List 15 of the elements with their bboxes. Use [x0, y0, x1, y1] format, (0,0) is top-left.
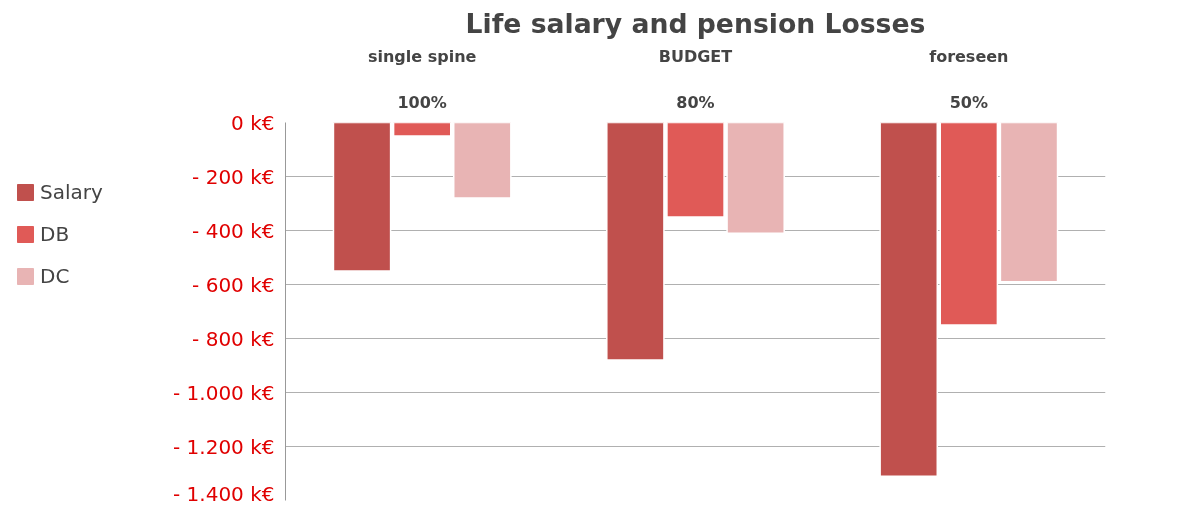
y-tick-label: - 1.000 k€ — [173, 380, 275, 405]
y-tick-label: - 1.400 k€ — [173, 481, 275, 506]
category-label: single spine 100% — [367, 46, 477, 112]
y-tick-label: - 1.200 k€ — [173, 434, 275, 459]
legend-label: Salary — [40, 180, 103, 205]
legend-label: DC — [40, 264, 70, 289]
y-tick-label: - 800 k€ — [192, 326, 275, 351]
chart-title: Life salary and pension Losses — [465, 7, 926, 39]
y-tick-label: 0 k€ — [231, 110, 275, 135]
category-label: foreseen 50% — [929, 46, 1009, 112]
category-label: BUDGET 80% — [658, 46, 733, 112]
y-tick-label: - 400 k€ — [192, 218, 275, 243]
legend-label: DB — [40, 222, 70, 247]
y-tick-label: - 200 k€ — [192, 164, 275, 189]
y-tick-label: - 600 k€ — [192, 272, 275, 297]
